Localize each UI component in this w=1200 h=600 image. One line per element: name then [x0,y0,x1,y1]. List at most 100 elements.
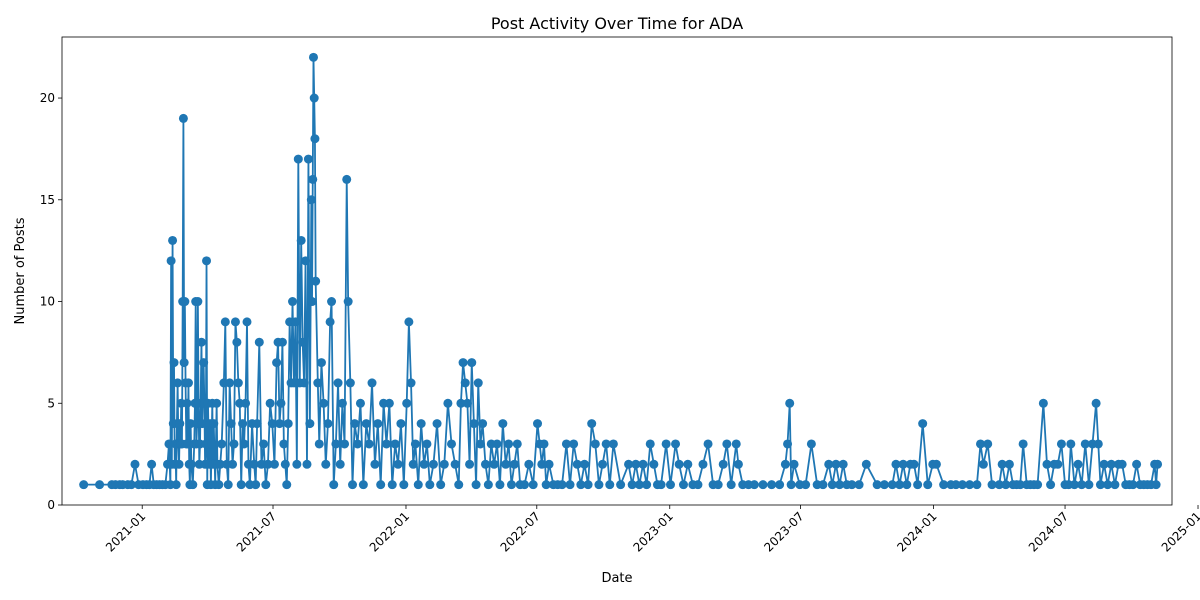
data-point [1015,480,1025,490]
data-point [665,480,675,490]
data-point [361,419,371,429]
data-point [337,398,347,408]
data-point [202,256,212,266]
data-point [1046,480,1056,490]
data-point [329,480,339,490]
data-point [212,398,222,408]
data-point [786,480,796,490]
data-point [931,459,941,469]
x-tick-label: 2022-07 [498,509,543,554]
data-point [303,154,313,164]
data-point [381,439,391,449]
data-point [288,297,298,307]
data-point [321,459,331,469]
x-tick-label: 2024-01 [894,509,939,554]
data-point [265,398,275,408]
data-point [649,459,659,469]
data-point [598,459,608,469]
data-point [1117,459,1127,469]
data-point [1110,480,1120,490]
x-axis: 2021-01 2021-07 2022-01 2022-07 2023-01 2023-… [103,505,1200,555]
data-point [358,480,368,490]
data-point [276,398,286,408]
data-point [261,480,271,490]
data-point [302,459,312,469]
plot-frame [61,36,1173,506]
data-point [972,480,982,490]
data-point [364,439,374,449]
data-point [616,480,626,490]
data-point [758,480,768,490]
data-point [590,439,600,449]
data-point [495,480,505,490]
data-point [413,480,423,490]
data-point [465,459,475,469]
x-tick-label: 2024-07 [1026,509,1071,554]
data-point [236,480,246,490]
data-point [355,398,365,408]
data-point [827,480,837,490]
data-point [229,439,239,449]
data-point [280,459,290,469]
data-point [722,439,732,449]
data-point [175,419,185,429]
x-tick-label: 2025-01 [1159,509,1200,554]
data-point [789,459,799,469]
data-point [275,419,285,429]
data-point [703,439,713,449]
data-point [1018,439,1028,449]
data-point [458,358,468,368]
data-point [683,459,693,469]
data-point [95,480,105,490]
data-point [1151,480,1161,490]
data-point [1153,459,1163,469]
data-point [182,398,192,408]
data-point [348,480,358,490]
data-point [731,439,741,449]
data-point [223,480,233,490]
data-point [983,439,993,449]
data-point [168,235,178,245]
data-point [492,439,502,449]
data-point [861,459,871,469]
data-point [801,480,811,490]
data-point [902,480,912,490]
data-point [1103,480,1113,490]
data-point [323,419,333,429]
data-point [193,297,203,307]
data-point [254,337,264,347]
data-point [462,398,472,408]
data-point [726,480,736,490]
data-point [376,480,386,490]
data-point [835,480,845,490]
y-axis-label: Number of Posts [13,217,28,324]
data-point [242,317,252,327]
data-point [818,480,828,490]
data-point [130,459,140,469]
data-point [436,480,446,490]
data-point [1042,459,1052,469]
data-point [847,480,857,490]
data-point [169,358,179,368]
data-point [404,317,414,327]
data-point [179,358,189,368]
data-point [1080,439,1090,449]
data-point [209,419,219,429]
data-point [183,439,193,449]
data-point [399,480,409,490]
data-point [241,398,251,408]
data-point [350,419,360,429]
data-point [713,480,723,490]
data-point [251,480,261,490]
data-point [976,439,985,449]
data-point [780,459,790,469]
data-point [432,419,442,429]
data-point [569,439,579,449]
data-point [872,480,882,490]
data-point [638,459,648,469]
data-point [1004,459,1014,469]
data-point [480,459,490,469]
data-point [283,419,293,429]
data-point [147,459,157,469]
data-point [239,439,249,449]
